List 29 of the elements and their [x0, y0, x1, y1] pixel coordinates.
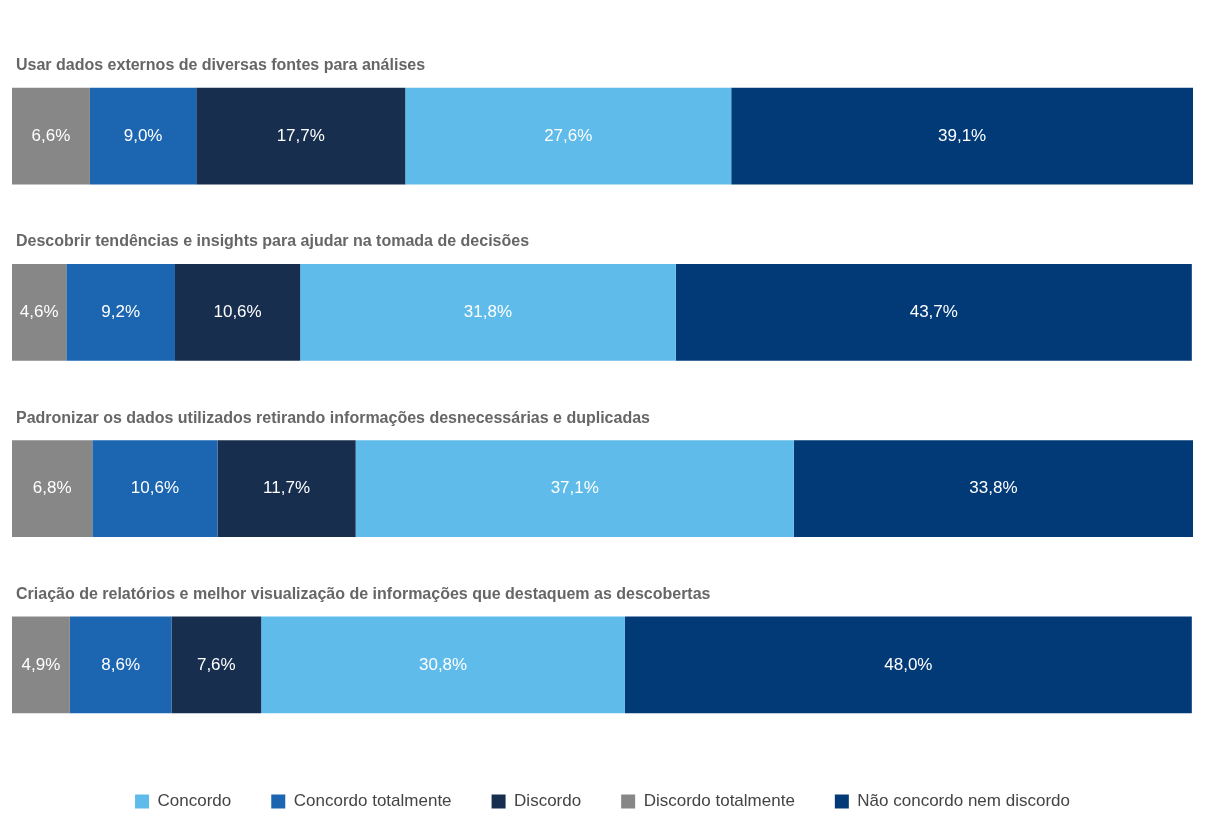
- y-tick-label: Descobrir tendências e insights para ajudar na tomada de decisões: [16, 232, 530, 250]
- legend-label: Não concordo nem discordo: [857, 791, 1070, 811]
- data-label: 11,7%: [263, 478, 311, 498]
- data-label: 33,8%: [969, 478, 1018, 498]
- data-label: 4,9%: [21, 654, 61, 674]
- legend-label: Concordo: [157, 791, 232, 811]
- legend-label: Discordo: [514, 791, 582, 811]
- y-tick-label: Padronizar os dados utilizados retirando informações desnecessárias e duplicadas: [16, 408, 651, 426]
- data-label: 7,6%: [196, 654, 236, 674]
- data-label: 37,1%: [550, 478, 599, 498]
- data-label: 9,2%: [101, 302, 141, 322]
- data-label: 4,6%: [19, 302, 59, 322]
- legend-label: Discordo totalmente: [643, 791, 795, 811]
- data-label: 6,8%: [32, 478, 72, 498]
- legend-label: Concordo totalmente: [293, 791, 452, 811]
- data-label: 17,7%: [276, 125, 325, 145]
- data-label: 27,6%: [544, 125, 593, 145]
- data-label: 8,6%: [101, 654, 141, 674]
- data-label: 43,7%: [909, 302, 958, 322]
- y-tick-label: Criação de relatórios e melhor visualização de informações que destaquem as descobertas: [16, 584, 711, 602]
- data-label: 31,8%: [463, 302, 513, 322]
- data-label: 10,6%: [213, 302, 262, 322]
- data-label: 30,8%: [418, 654, 468, 674]
- y-tick-label: Usar dados externos de diversas fontes para análises: [16, 56, 426, 74]
- data-label: 39,1%: [938, 125, 987, 145]
- data-label: 48,0%: [884, 654, 933, 674]
- data-label: 9,0%: [123, 125, 163, 145]
- data-label: 10,6%: [130, 478, 179, 498]
- data-label: 6,6%: [31, 125, 71, 145]
